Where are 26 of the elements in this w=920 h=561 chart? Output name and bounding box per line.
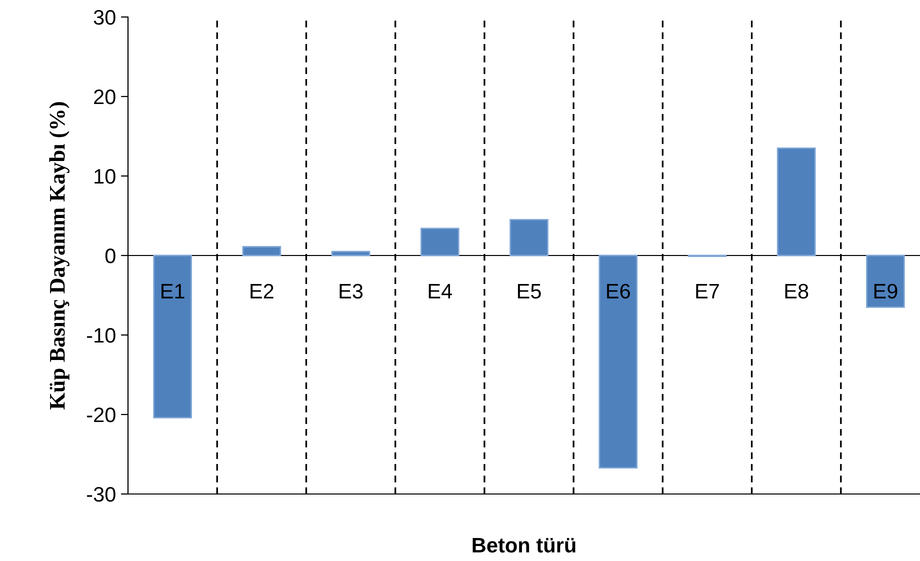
bar <box>153 254 192 418</box>
bar <box>866 254 905 308</box>
y-tick-label: 0 <box>105 248 116 264</box>
x-tick-label: E8 <box>785 284 808 299</box>
y-tick-label: 30 <box>94 10 116 25</box>
y-axis-title: Küp Basınç Dayanım Kaybı (%) <box>49 102 70 410</box>
bar <box>776 147 816 256</box>
y-tick-label: -30 <box>87 487 116 502</box>
bar <box>598 254 638 468</box>
x-tick-label: E5 <box>518 284 541 299</box>
y-tick-label: 20 <box>94 90 116 104</box>
bar <box>510 219 548 256</box>
y-tick-label: -10 <box>87 328 116 343</box>
x-tick-label: E2 <box>250 284 274 298</box>
x-tick-label: E7 <box>696 284 719 298</box>
x-tick-label: E3 <box>340 284 363 299</box>
bar <box>242 246 282 256</box>
bar <box>420 228 460 256</box>
x-tick-label: E6 <box>607 284 630 299</box>
x-axis-title: Beton türü <box>472 538 576 553</box>
x-tick-label: E9 <box>874 284 898 299</box>
bar <box>331 250 370 256</box>
x-tick-label: E1 <box>162 284 184 298</box>
y-tick-label: 10 <box>94 169 116 184</box>
x-tick-label: E4 <box>428 284 452 298</box>
y-tick-label: -20 <box>87 408 116 422</box>
